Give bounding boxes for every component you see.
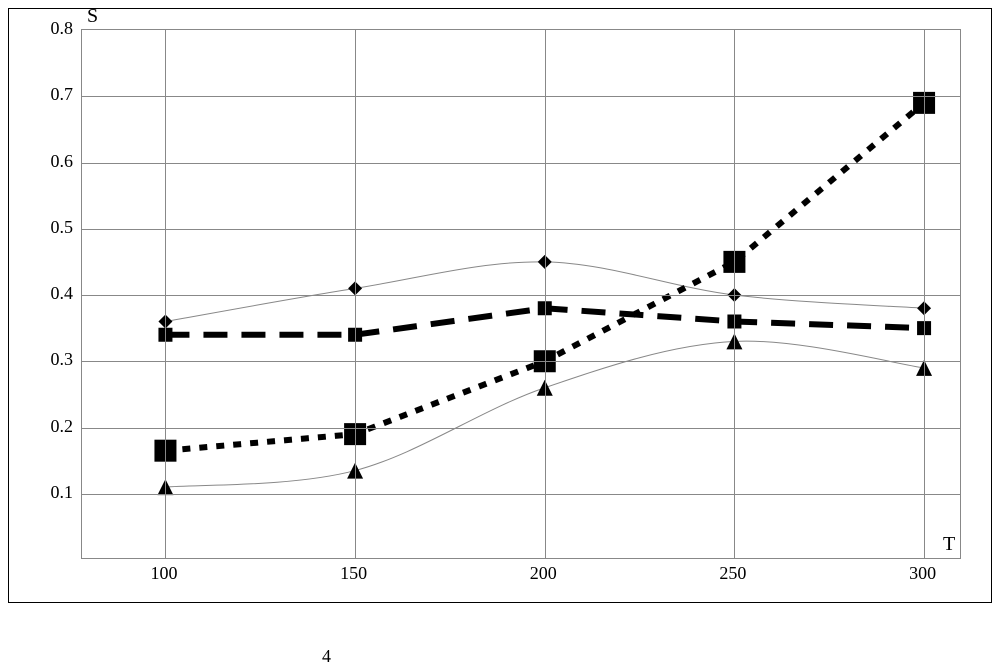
gridline-horizontal (82, 96, 960, 97)
chart-outer-frame: S T 0.1 0.2 0.3 0.4 0.5 0.6 0.7 0.8 100 150 200 250… (8, 8, 992, 603)
gridline-horizontal (82, 494, 960, 495)
gridline-vertical (165, 30, 166, 558)
x-tick-label: 100 (150, 563, 177, 584)
y-tick-label: 0.4 (51, 283, 74, 304)
x-axis-label: T (943, 533, 955, 556)
caption-figure-number: 4 (322, 646, 331, 667)
gridline-vertical (355, 30, 356, 558)
gridline-vertical (545, 30, 546, 558)
x-tick-label: 150 (340, 563, 367, 584)
x-tick-label: 200 (530, 563, 557, 584)
gridline-horizontal (82, 428, 960, 429)
gridline-vertical (924, 30, 925, 558)
gridline-horizontal (82, 361, 960, 362)
chart-plot-area (81, 29, 961, 559)
x-tick-label: 250 (719, 563, 746, 584)
y-tick-label: 0.3 (51, 349, 74, 370)
y-tick-label: 0.5 (51, 217, 74, 238)
y-axis-label: S (87, 5, 98, 28)
x-tick-label: 300 (909, 563, 936, 584)
y-tick-label: 0.1 (51, 482, 74, 503)
gridline-vertical (734, 30, 735, 558)
y-tick-label: 0.7 (51, 84, 74, 105)
y-tick-label: 0.8 (51, 18, 74, 39)
y-tick-label: 0.2 (51, 416, 74, 437)
gridline-horizontal (82, 163, 960, 164)
gridline-horizontal (82, 295, 960, 296)
y-tick-label: 0.6 (51, 151, 74, 172)
gridline-horizontal (82, 229, 960, 230)
